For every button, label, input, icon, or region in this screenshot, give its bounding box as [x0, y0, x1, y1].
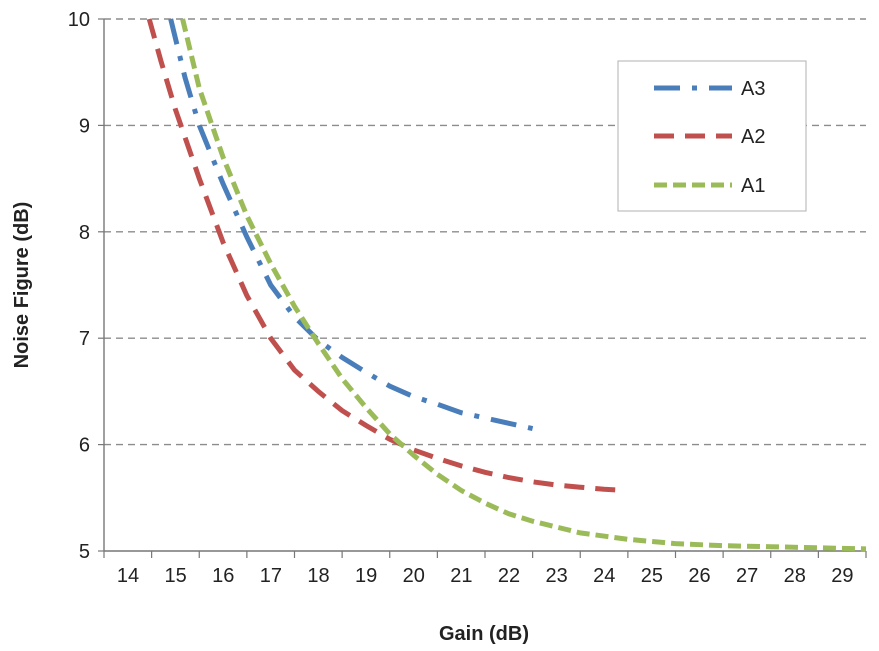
x-tick-label: 21 [450, 565, 472, 587]
legend-label-a3: A3 [741, 78, 765, 100]
x-tick-label: 14 [117, 565, 139, 587]
tick-labels: 5678910141516171819202122232425262728293… [68, 9, 879, 587]
y-axis-title: Noise Figure (dB) [11, 202, 33, 369]
x-tick-label: 16 [212, 565, 234, 587]
x-tick-label: 17 [260, 565, 282, 587]
y-tick-label: 5 [79, 541, 90, 563]
x-tick-label: 18 [307, 565, 329, 587]
series-line-a3 [168, 18, 534, 432]
y-tick-label: 10 [68, 9, 90, 31]
legend: A3 A2 A1 [617, 60, 807, 212]
x-tick-label: 26 [688, 565, 710, 587]
y-tick-label: 9 [79, 115, 90, 137]
legend-label-a1: A1 [741, 175, 765, 197]
x-tick-label: 23 [546, 565, 568, 587]
series-line-a1 [180, 18, 867, 552]
x-tick-label: 19 [355, 565, 377, 587]
legend-label-a2: A2 [741, 126, 765, 148]
x-tick-label: 25 [641, 565, 663, 587]
x-tick-label: 28 [784, 565, 806, 587]
series-lines [146, 18, 867, 552]
axes [98, 18, 867, 558]
x-tick-label: 15 [165, 565, 187, 587]
x-tick-label: 22 [498, 565, 520, 587]
y-tick-label: 8 [79, 222, 90, 244]
x-tick-label: 20 [403, 565, 425, 587]
legend-box [617, 60, 807, 212]
gridlines [104, 18, 866, 446]
x-tick-label: 24 [593, 565, 615, 587]
x-tick-label: 29 [831, 565, 853, 587]
y-tick-label: 7 [79, 328, 90, 350]
series-line-a2 [146, 18, 626, 493]
x-axis-title: Gain (dB) [439, 623, 529, 645]
y-tick-label: 6 [79, 435, 90, 457]
x-tick-label: 27 [736, 565, 758, 587]
